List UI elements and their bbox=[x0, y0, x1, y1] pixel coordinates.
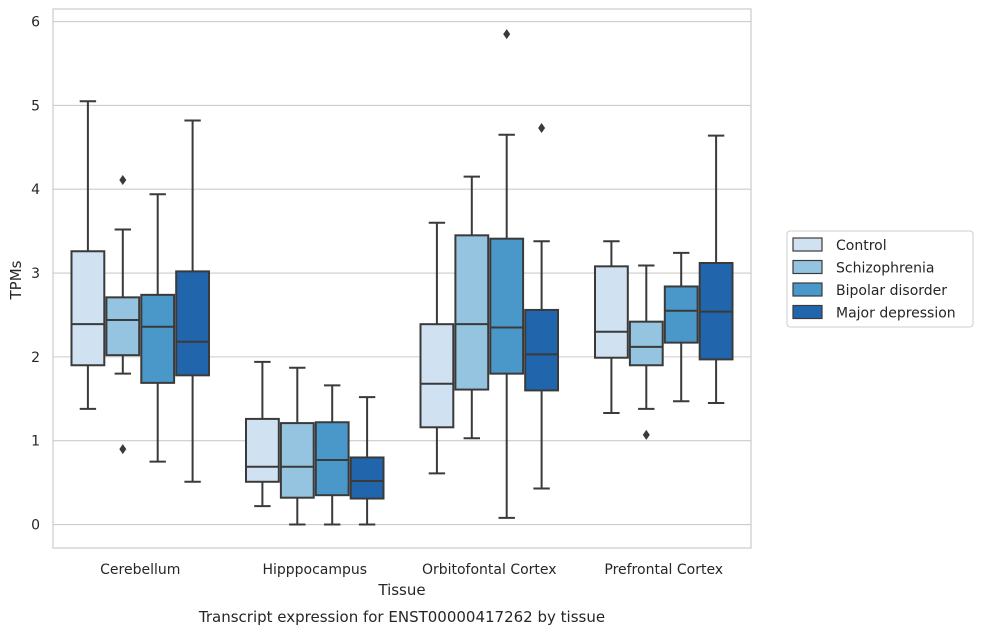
x-tick-label: Orbitofontal Cortex bbox=[422, 562, 557, 578]
y-axis-label: TPMs bbox=[7, 260, 25, 300]
box-body bbox=[628, 320, 664, 367]
box bbox=[524, 123, 560, 490]
box-body bbox=[454, 234, 490, 391]
legend-label: Bipolar disorder bbox=[836, 283, 947, 299]
y-tick-label: 5 bbox=[31, 98, 40, 114]
box bbox=[105, 175, 141, 455]
box bbox=[628, 264, 664, 440]
legend-label: Control bbox=[836, 238, 887, 254]
legend-swatch bbox=[792, 304, 823, 320]
series-group bbox=[70, 100, 629, 508]
legend-item: Major depression bbox=[792, 304, 956, 322]
series-group bbox=[140, 29, 699, 526]
box bbox=[489, 29, 525, 519]
box-body bbox=[593, 265, 629, 359]
legend: Control Schizophrenia Bipolar disorder Majo… bbox=[786, 230, 974, 328]
box-body bbox=[175, 270, 211, 377]
box bbox=[279, 366, 315, 526]
box-body bbox=[244, 417, 280, 483]
y-tick-label: 4 bbox=[31, 182, 40, 198]
legend-item: Control bbox=[792, 237, 887, 254]
box bbox=[70, 100, 106, 410]
legend-label: Major depression bbox=[836, 306, 956, 322]
y-tick-label: 0 bbox=[31, 518, 40, 534]
box-body bbox=[663, 285, 699, 344]
box-groups bbox=[70, 29, 734, 526]
legend-item: Schizophrenia bbox=[792, 259, 934, 277]
outlier-point bbox=[119, 175, 127, 186]
grid-lines bbox=[53, 21, 751, 526]
box bbox=[175, 119, 211, 483]
box-body bbox=[314, 421, 350, 497]
legend-frame bbox=[786, 230, 974, 328]
outlier-point bbox=[119, 444, 127, 455]
outlier-point bbox=[642, 429, 650, 440]
x-tick-label: Prefrontal Cortex bbox=[604, 562, 723, 578]
box bbox=[454, 175, 490, 440]
box bbox=[244, 360, 280, 508]
legend-swatch bbox=[792, 259, 823, 275]
plot-area bbox=[52, 8, 752, 549]
legend-label: Schizophrenia bbox=[836, 261, 934, 277]
series-group bbox=[175, 119, 734, 526]
box-body bbox=[140, 293, 176, 384]
legend-item: Bipolar disorder bbox=[792, 282, 947, 299]
box-body bbox=[105, 296, 141, 357]
chart-caption: Transcript expression for ENST0000041726… bbox=[198, 608, 605, 626]
y-tick-label: 1 bbox=[31, 434, 40, 450]
x-tick-label: Cerebellum bbox=[100, 562, 180, 578]
outlier-point bbox=[538, 123, 546, 134]
box bbox=[698, 134, 734, 404]
box-body bbox=[524, 308, 560, 392]
box-body bbox=[489, 237, 525, 375]
y-tick-label: 2 bbox=[31, 350, 40, 366]
box bbox=[419, 221, 455, 475]
box-body bbox=[70, 250, 106, 367]
box-body bbox=[349, 456, 385, 500]
series-group bbox=[105, 175, 664, 526]
box bbox=[140, 193, 176, 463]
box-body bbox=[279, 422, 315, 499]
box bbox=[663, 251, 699, 403]
x-tick-label: Hipppocampus bbox=[262, 562, 367, 578]
box bbox=[593, 240, 629, 415]
x-axis-label: Tissue bbox=[377, 581, 425, 599]
box bbox=[349, 396, 385, 526]
box-body bbox=[419, 323, 455, 429]
box bbox=[314, 384, 350, 526]
legend-swatch bbox=[792, 282, 823, 297]
y-tick-label: 3 bbox=[31, 266, 40, 282]
outlier-point bbox=[503, 29, 511, 40]
legend-swatch bbox=[792, 237, 823, 252]
x-tick-labels: Cerebellum Hipppocampus Orbitofontal Corte… bbox=[100, 562, 723, 578]
y-tick-label: 6 bbox=[31, 15, 40, 31]
y-tick-labels: 0 1 2 3 4 5 6 bbox=[31, 15, 40, 534]
